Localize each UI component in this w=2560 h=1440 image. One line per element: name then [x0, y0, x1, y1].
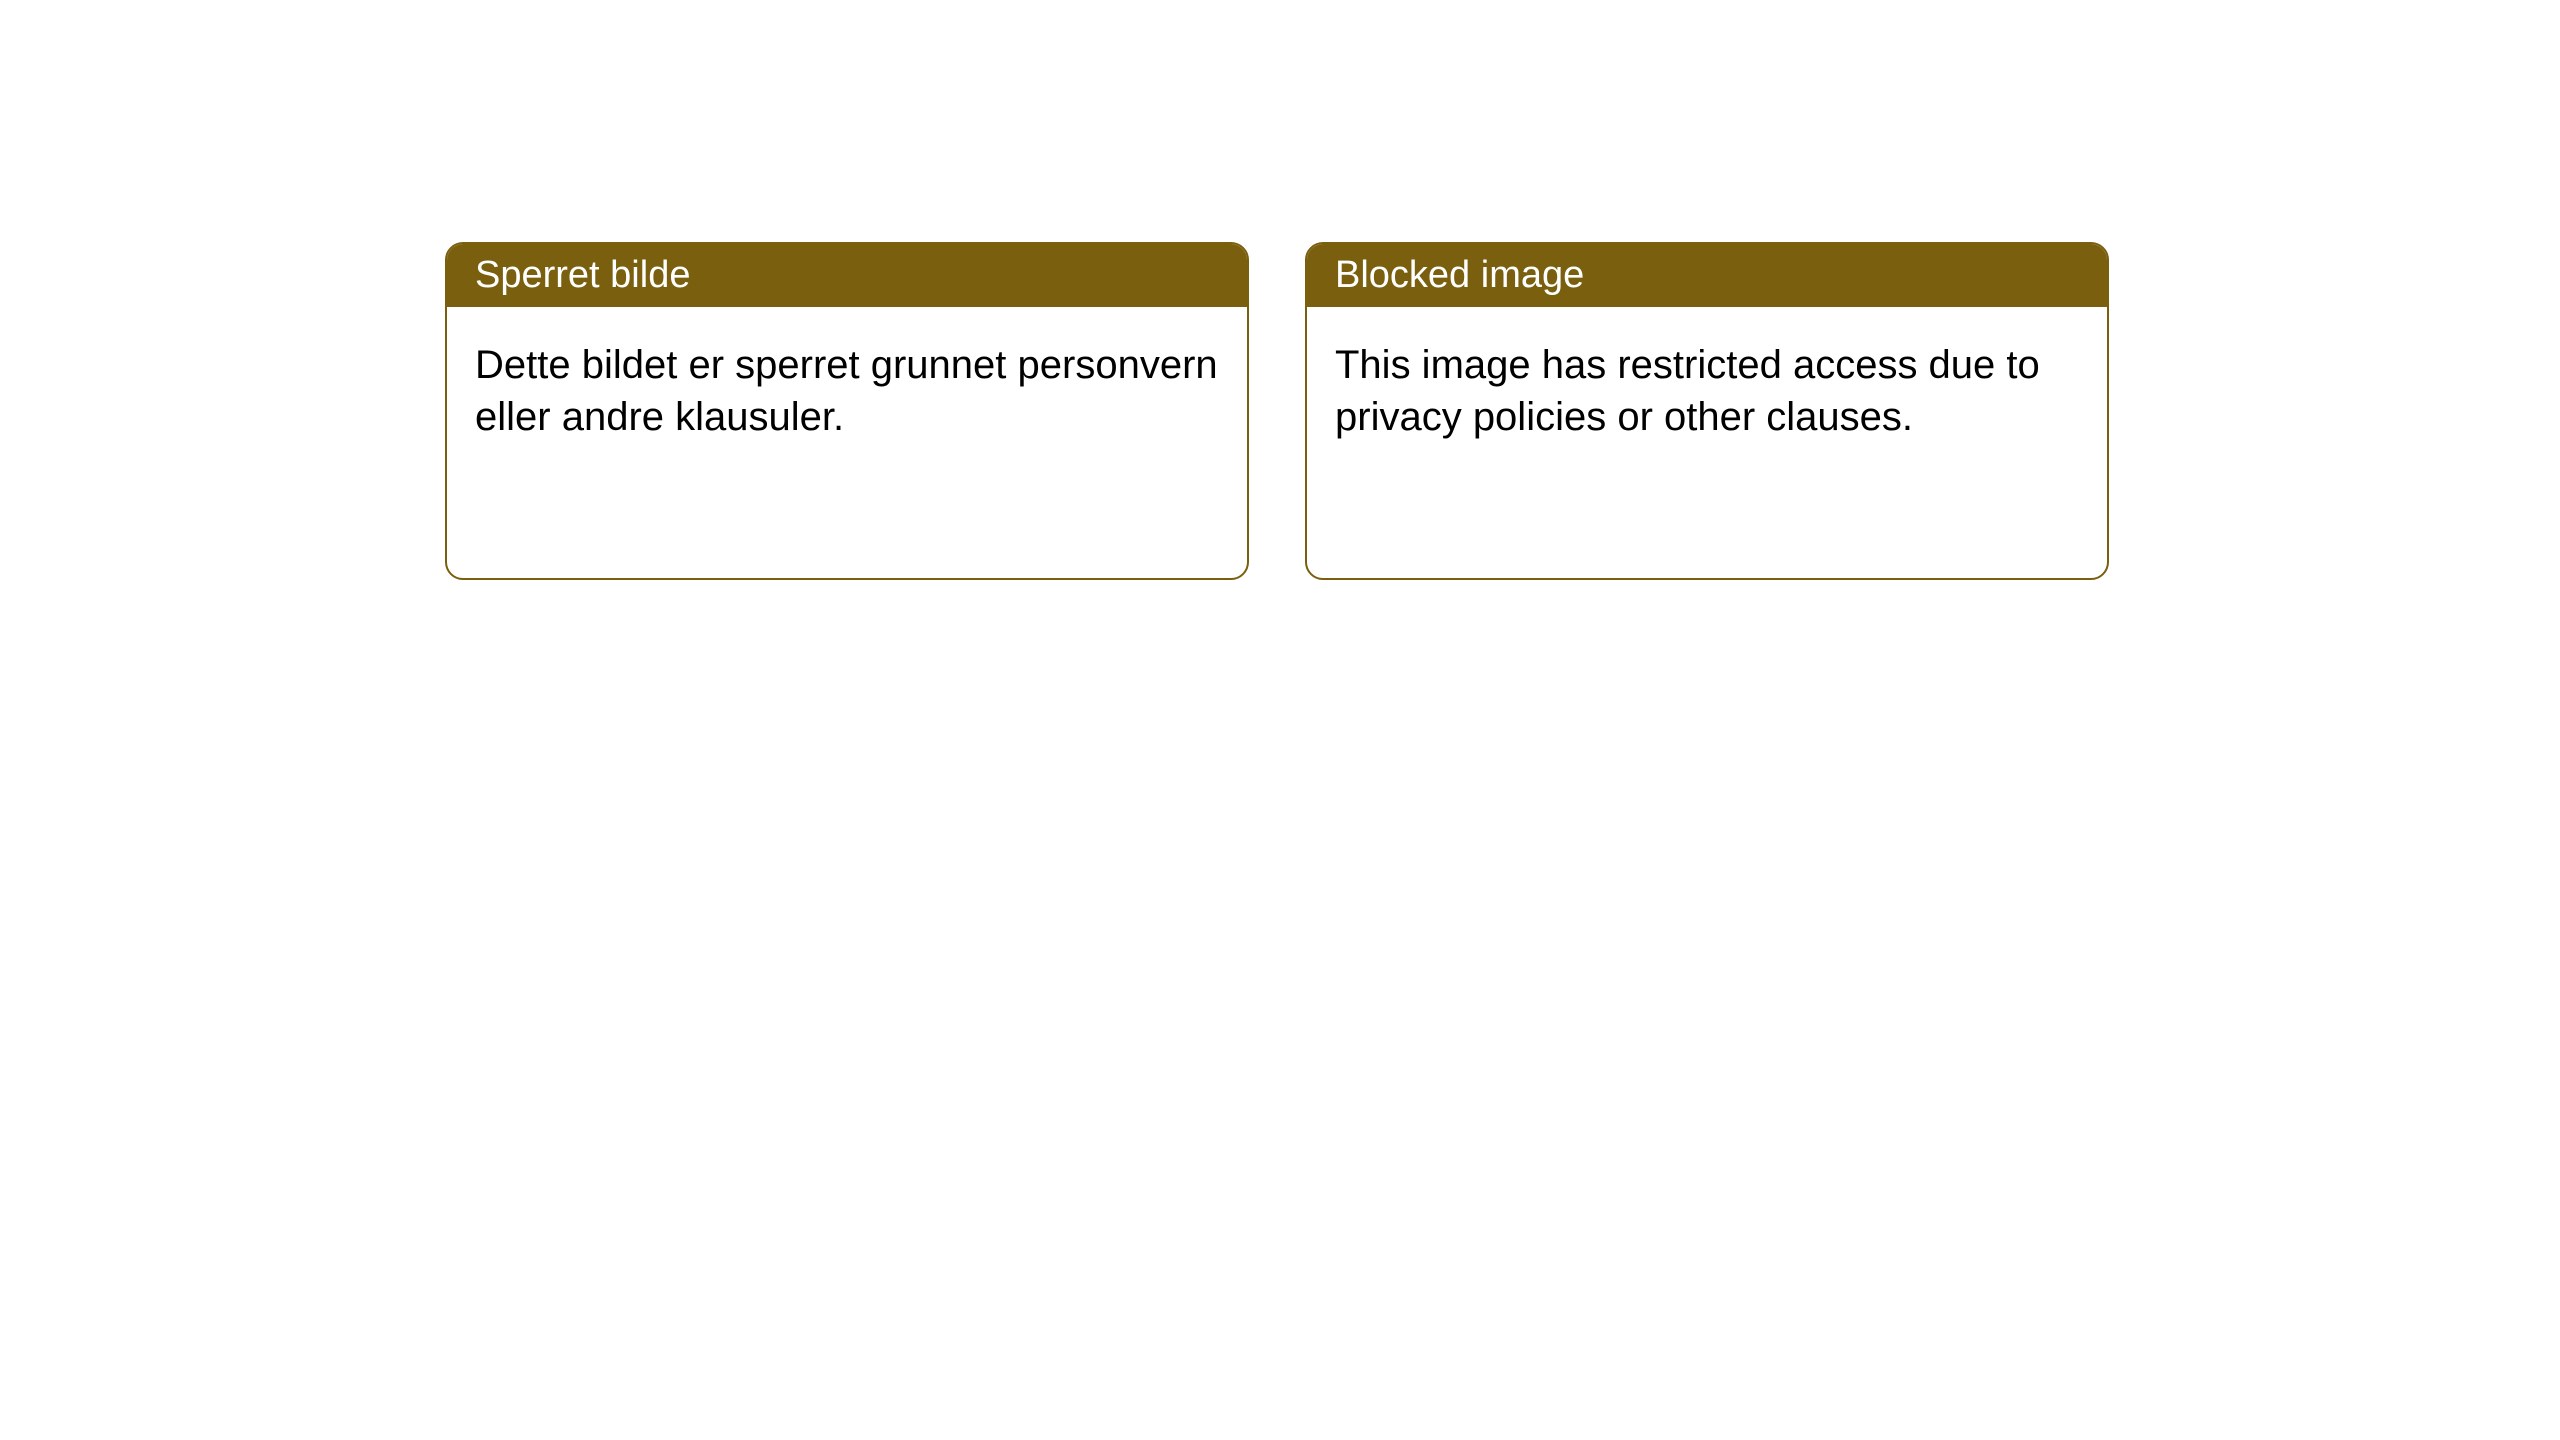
notice-header: Sperret bilde [447, 244, 1247, 307]
notice-body: Dette bildet er sperret grunnet personve… [447, 307, 1247, 475]
notice-body-text: Dette bildet er sperret grunnet personve… [475, 343, 1218, 439]
notice-title: Sperret bilde [475, 254, 690, 296]
notice-body-text: This image has restricted access due to … [1335, 343, 2040, 439]
notice-box-norwegian: Sperret bilde Dette bildet er sperret gr… [445, 242, 1249, 580]
notice-header: Blocked image [1307, 244, 2107, 307]
notice-title: Blocked image [1335, 254, 1584, 296]
notice-body: This image has restricted access due to … [1307, 307, 2107, 475]
notice-box-english: Blocked image This image has restricted … [1305, 242, 2109, 580]
notice-container: Sperret bilde Dette bildet er sperret gr… [445, 242, 2109, 580]
